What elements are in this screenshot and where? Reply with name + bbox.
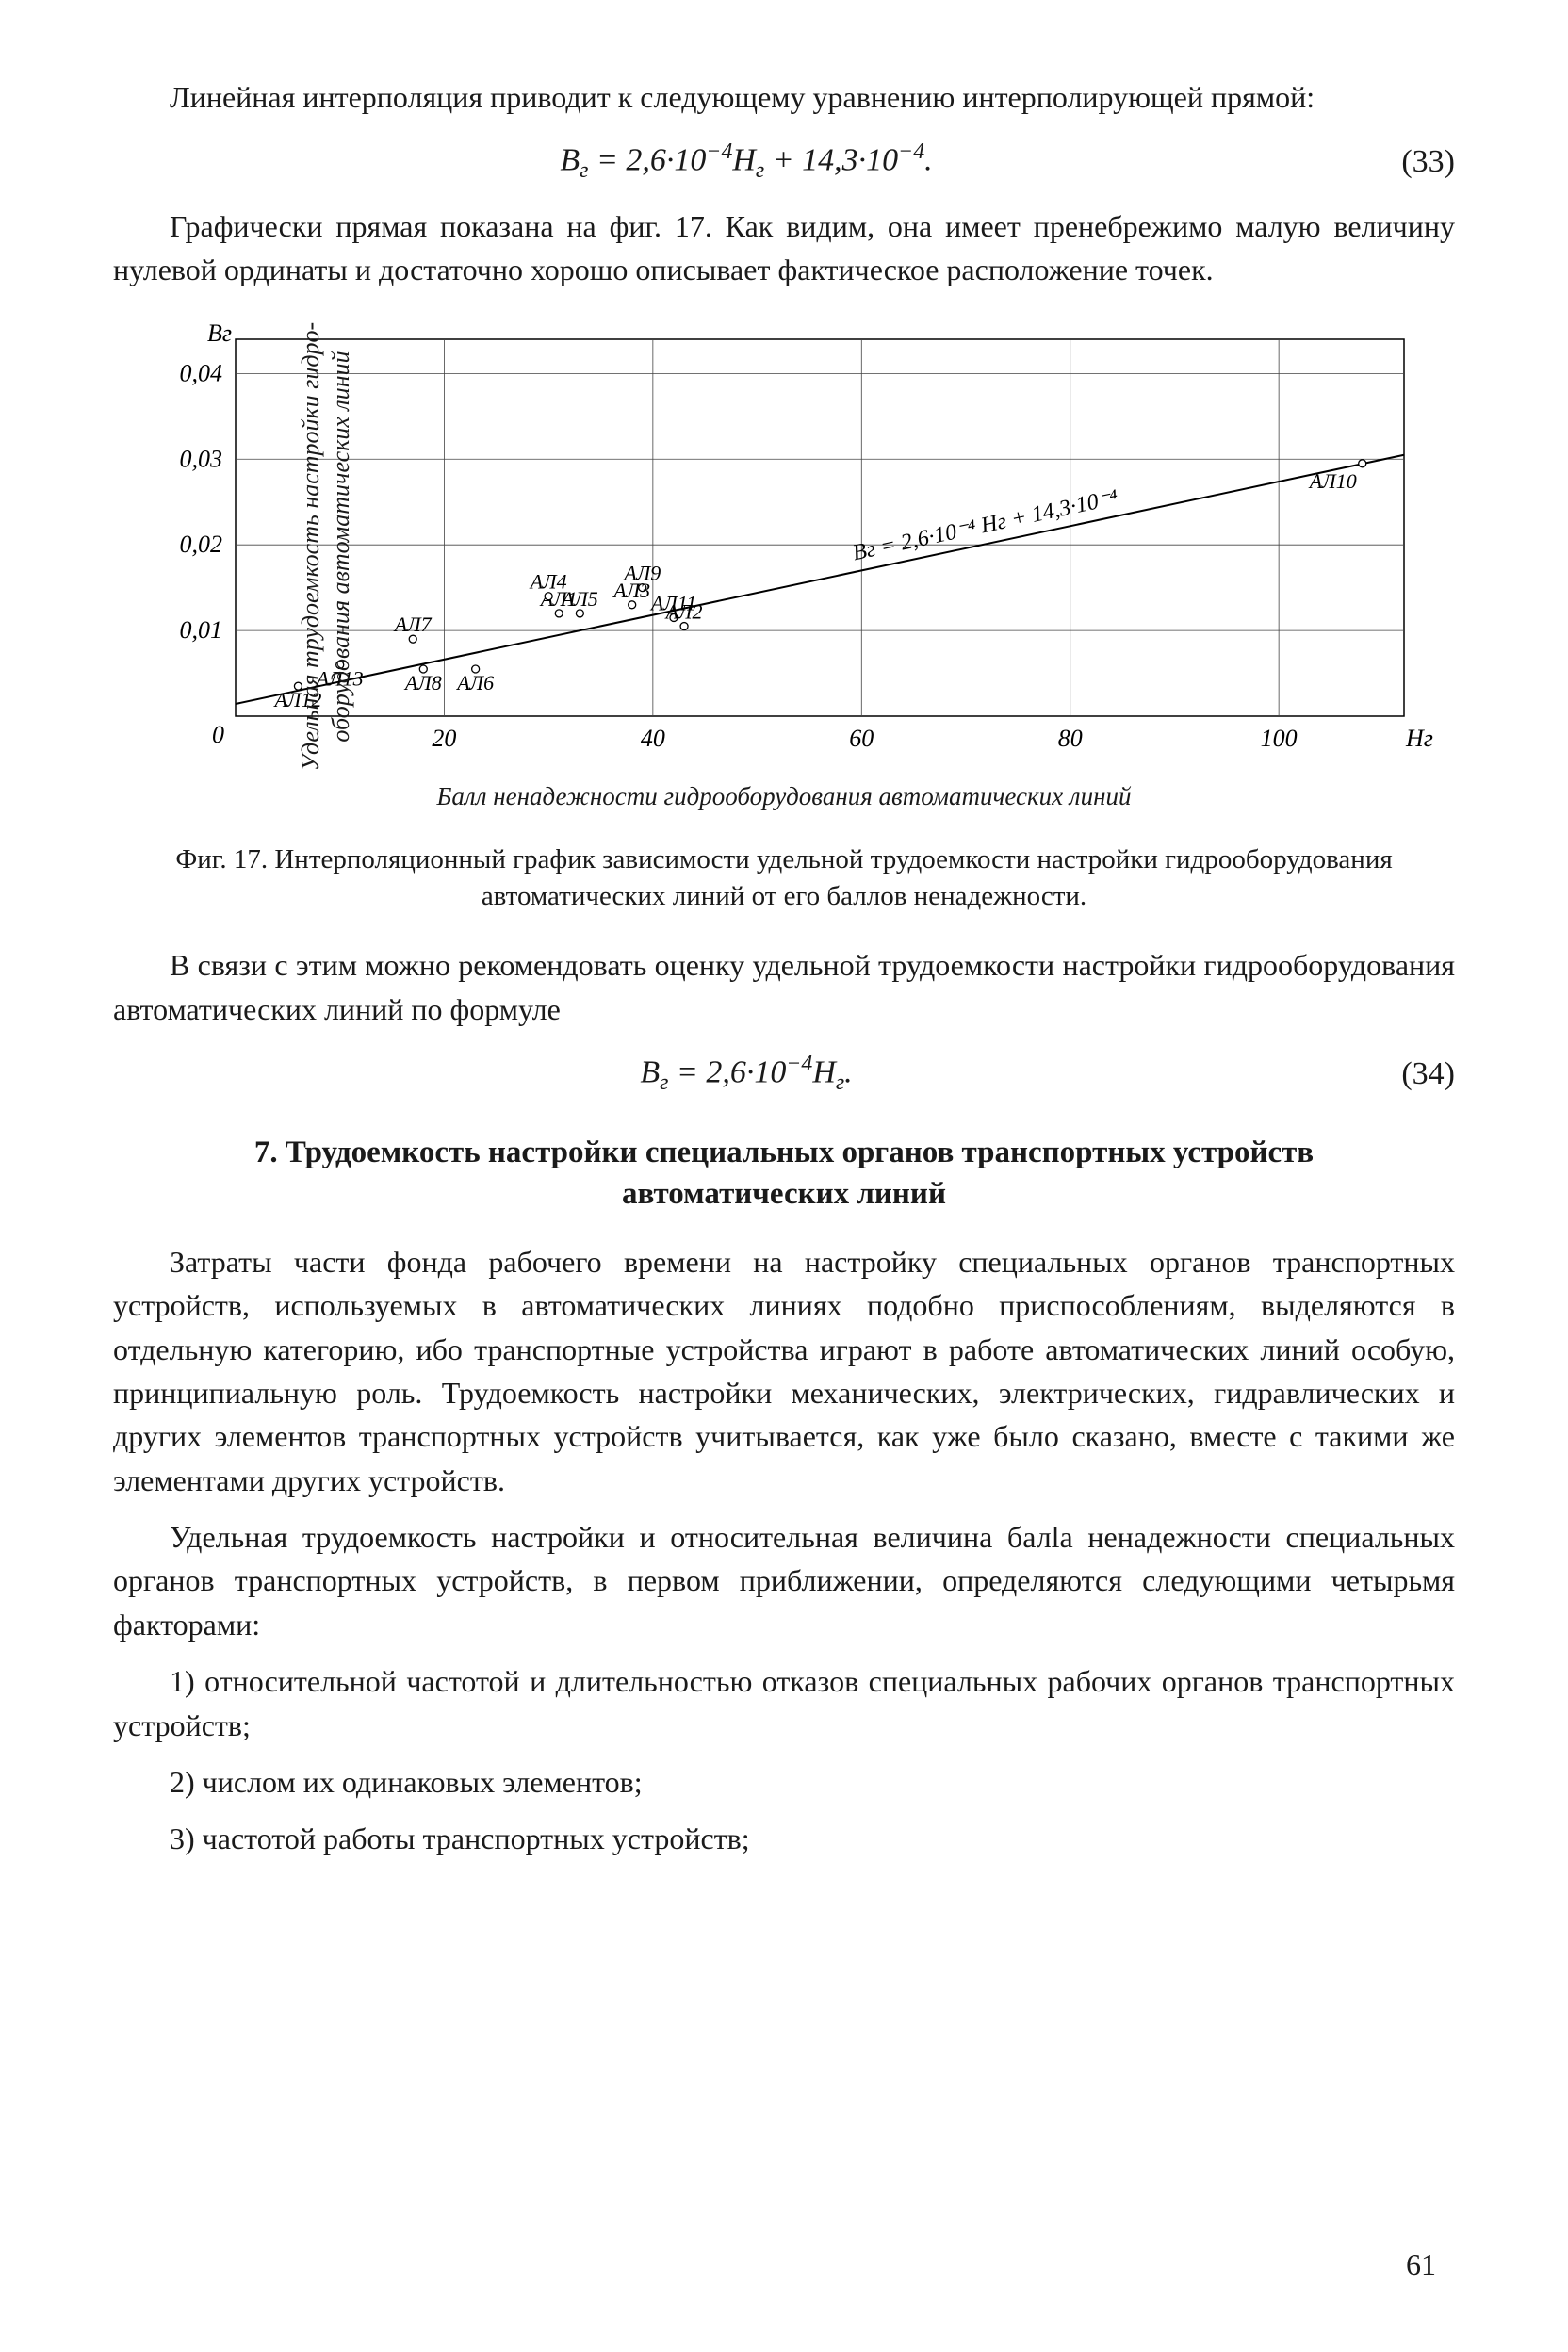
svg-text:0,02: 0,02 (180, 531, 223, 558)
svg-text:0,04: 0,04 (180, 359, 223, 386)
y-axis-label-2: оборудования автоматических линий (323, 320, 359, 773)
svg-text:АЛ3: АЛ3 (612, 579, 650, 602)
equation-33: Bг = 2,6·10−4Hг + 14,3·10−4. (33) (113, 136, 1455, 188)
x-axis-caption: Балл ненадежности гидрооборудования авто… (113, 778, 1455, 815)
list-item-2: 2) числом их одинаковых элементов; (113, 1760, 1455, 1804)
svg-text:0,03: 0,03 (180, 445, 223, 472)
paragraph-body-2: Удельная трудоемкость настройки и относи… (113, 1515, 1455, 1646)
svg-text:0,01: 0,01 (180, 616, 223, 644)
equation-33-number: (33) (1380, 139, 1455, 185)
equation-34: Bг = 2,6·10−4Hг. (34) (113, 1048, 1455, 1100)
svg-text:Hг: Hг (1405, 725, 1433, 752)
svg-text:100: 100 (1261, 725, 1298, 752)
equation-34-number: (34) (1380, 1051, 1455, 1097)
svg-text:АЛ6: АЛ6 (455, 671, 494, 694)
page: Линейная интерполяция приводит к следующ… (0, 0, 1568, 2352)
svg-text:0: 0 (212, 721, 224, 748)
list-item-3: 3) частотой работы транспортных устройст… (113, 1817, 1455, 1860)
paragraph-recommend: В связи с этим можно рекомендовать оценк… (113, 943, 1455, 1031)
section-heading-7: 7. Трудоемкость настройки специальных ор… (151, 1132, 1417, 1216)
svg-text:АЛ2: АЛ2 (664, 599, 703, 623)
list-item-1: 1) относительной частотой и длительность… (113, 1659, 1455, 1747)
svg-text:АЛ10: АЛ10 (1308, 469, 1357, 493)
svg-text:80: 80 (1058, 725, 1083, 752)
figure-17: Удельная трудоемкость настройки гидро- о… (113, 320, 1455, 915)
paragraph-intro: Линейная интерполяция приводит к следующ… (113, 75, 1455, 119)
paragraph-body-1: Затраты части фонда рабочего времени на … (113, 1240, 1455, 1502)
chart-area: Удельная трудоемкость настройки гидро- о… (122, 320, 1442, 773)
svg-text:АЛ5: АЛ5 (560, 587, 598, 611)
equation-34-body: Bг = 2,6·10−4Hг. (113, 1048, 1380, 1100)
svg-text:Bг: Bг (207, 320, 232, 347)
svg-text:20: 20 (432, 725, 456, 752)
page-number: 61 (1406, 2243, 1436, 2286)
svg-text:40: 40 (641, 725, 665, 752)
svg-text:60: 60 (849, 725, 874, 752)
figure-caption: Фиг. 17. Интерполяционный график зависим… (151, 841, 1417, 915)
svg-text:Bг = 2,6·10⁻⁴ Hг + 14,3·10⁻⁴: Bг = 2,6·10⁻⁴ Hг + 14,3·10⁻⁴ (851, 485, 1120, 565)
equation-33-body: Bг = 2,6·10−4Hг + 14,3·10−4. (113, 136, 1380, 188)
svg-text:АЛ8: АЛ8 (403, 671, 442, 694)
svg-text:АЛ7: АЛ7 (393, 612, 433, 636)
paragraph-graph-desc: Графически прямая показана на фиг. 17. К… (113, 204, 1455, 292)
